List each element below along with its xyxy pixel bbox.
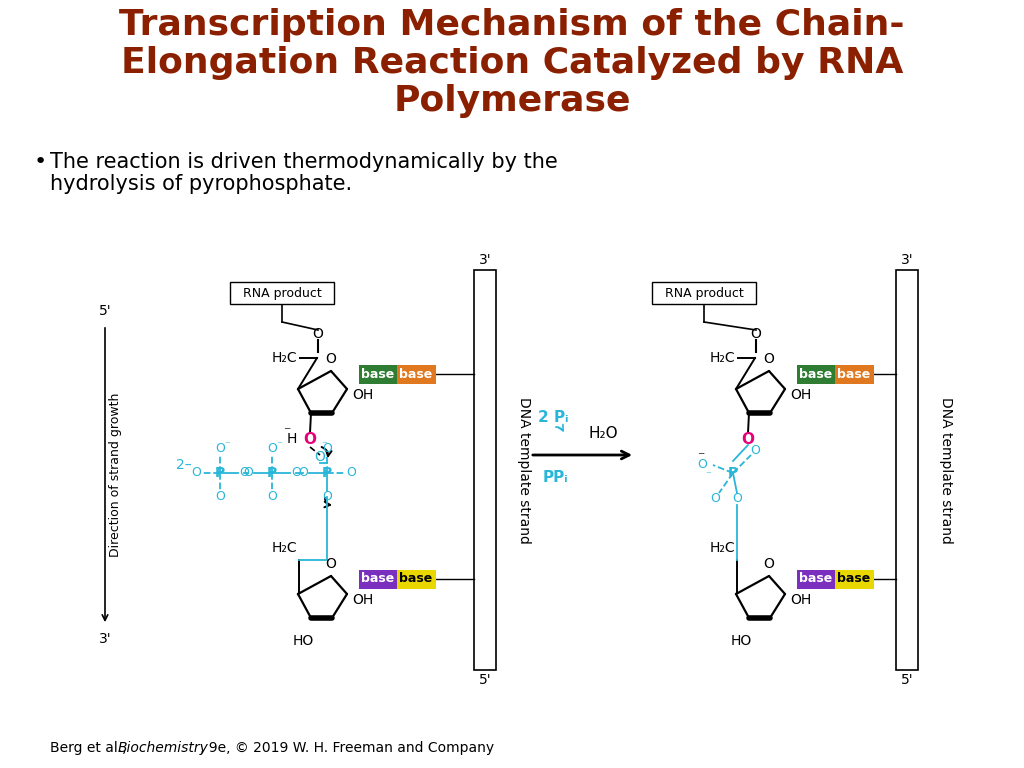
Text: H₂C: H₂C bbox=[710, 541, 735, 555]
Text: 3': 3' bbox=[901, 253, 913, 267]
Text: Polymerase: Polymerase bbox=[393, 84, 631, 118]
Text: O: O bbox=[764, 352, 774, 366]
Text: , 9e, © 2019 W. H. Freeman and Company: , 9e, © 2019 W. H. Freeman and Company bbox=[200, 741, 495, 755]
Text: base: base bbox=[800, 572, 833, 585]
FancyBboxPatch shape bbox=[474, 270, 496, 670]
Text: ⁻: ⁻ bbox=[706, 470, 711, 480]
Text: H: H bbox=[287, 432, 297, 446]
Text: H₂O: H₂O bbox=[588, 425, 617, 441]
Text: 5': 5' bbox=[478, 673, 492, 687]
Text: The reaction is driven thermodynamically by the: The reaction is driven thermodynamically… bbox=[50, 152, 558, 172]
Text: O: O bbox=[291, 466, 301, 479]
Text: P: P bbox=[267, 466, 278, 480]
Text: ⁻: ⁻ bbox=[276, 440, 282, 450]
Text: hydrolysis of pyrophosphate.: hydrolysis of pyrophosphate. bbox=[50, 174, 352, 194]
Text: 2–: 2– bbox=[176, 458, 191, 472]
Text: O: O bbox=[191, 466, 201, 479]
Text: O: O bbox=[326, 352, 337, 366]
Text: H₂C: H₂C bbox=[710, 351, 735, 365]
FancyBboxPatch shape bbox=[652, 282, 756, 304]
Text: O: O bbox=[298, 466, 308, 479]
Text: ⁻: ⁻ bbox=[224, 440, 229, 450]
Text: O: O bbox=[750, 445, 760, 458]
FancyBboxPatch shape bbox=[396, 365, 435, 383]
Text: Biochemistry: Biochemistry bbox=[118, 741, 209, 755]
Text: •: • bbox=[34, 152, 47, 172]
Text: H₂C: H₂C bbox=[271, 541, 297, 555]
FancyBboxPatch shape bbox=[358, 365, 397, 383]
Text: O: O bbox=[323, 491, 332, 504]
Text: ⁻: ⁻ bbox=[284, 425, 291, 439]
Text: O: O bbox=[323, 442, 332, 455]
Text: O: O bbox=[215, 491, 225, 504]
Text: O: O bbox=[312, 327, 324, 341]
Text: ⁻: ⁻ bbox=[697, 450, 705, 464]
Text: HO: HO bbox=[293, 634, 313, 648]
Text: 2 Pᵢ: 2 Pᵢ bbox=[538, 409, 568, 425]
Text: Direction of strand growth: Direction of strand growth bbox=[109, 392, 122, 558]
Text: 5': 5' bbox=[98, 304, 112, 318]
Text: 5': 5' bbox=[901, 673, 913, 687]
Text: OH: OH bbox=[790, 388, 811, 402]
Text: DNA template strand: DNA template strand bbox=[939, 396, 953, 544]
Text: base: base bbox=[838, 572, 870, 585]
Text: PPᵢ: PPᵢ bbox=[542, 469, 568, 485]
Text: RNA product: RNA product bbox=[243, 286, 322, 300]
Text: base: base bbox=[800, 368, 833, 380]
Text: base: base bbox=[399, 368, 432, 380]
FancyBboxPatch shape bbox=[896, 270, 918, 670]
Text: P: P bbox=[728, 466, 738, 480]
Text: O: O bbox=[239, 466, 249, 479]
Text: base: base bbox=[838, 368, 870, 380]
FancyBboxPatch shape bbox=[835, 570, 873, 588]
Text: O: O bbox=[751, 327, 762, 341]
Text: O: O bbox=[732, 492, 742, 505]
FancyBboxPatch shape bbox=[797, 365, 836, 383]
Text: O: O bbox=[215, 442, 225, 455]
Text: ⁻: ⁻ bbox=[321, 440, 327, 450]
Text: O: O bbox=[326, 557, 337, 571]
Text: Berg et al.,: Berg et al., bbox=[50, 741, 131, 755]
Text: base: base bbox=[361, 572, 394, 585]
FancyBboxPatch shape bbox=[835, 365, 873, 383]
FancyBboxPatch shape bbox=[358, 570, 397, 588]
Text: P: P bbox=[322, 466, 332, 480]
Text: H₂C: H₂C bbox=[271, 351, 297, 365]
Text: O: O bbox=[314, 450, 326, 464]
Text: O: O bbox=[267, 442, 276, 455]
Text: RNA product: RNA product bbox=[665, 286, 743, 300]
Text: O: O bbox=[697, 458, 707, 472]
Text: HO: HO bbox=[730, 634, 752, 648]
Text: Transcription Mechanism of the Chain-: Transcription Mechanism of the Chain- bbox=[119, 8, 905, 42]
Text: Elongation Reaction Catalyzed by RNA: Elongation Reaction Catalyzed by RNA bbox=[121, 46, 903, 80]
Text: OH: OH bbox=[352, 388, 374, 402]
Text: O: O bbox=[346, 466, 356, 479]
Text: O: O bbox=[710, 492, 720, 505]
Text: P: P bbox=[215, 466, 225, 480]
Text: O: O bbox=[764, 557, 774, 571]
FancyBboxPatch shape bbox=[396, 570, 435, 588]
Text: 3': 3' bbox=[98, 632, 112, 646]
Text: DNA template strand: DNA template strand bbox=[517, 396, 531, 544]
Text: base: base bbox=[399, 572, 432, 585]
Text: O: O bbox=[303, 432, 316, 446]
Text: base: base bbox=[361, 368, 394, 380]
Text: O: O bbox=[267, 491, 276, 504]
Text: 3': 3' bbox=[478, 253, 492, 267]
FancyBboxPatch shape bbox=[230, 282, 334, 304]
Text: OH: OH bbox=[790, 593, 811, 607]
Text: O: O bbox=[243, 466, 253, 479]
Text: O: O bbox=[741, 432, 755, 446]
FancyBboxPatch shape bbox=[797, 570, 836, 588]
Text: OH: OH bbox=[352, 593, 374, 607]
